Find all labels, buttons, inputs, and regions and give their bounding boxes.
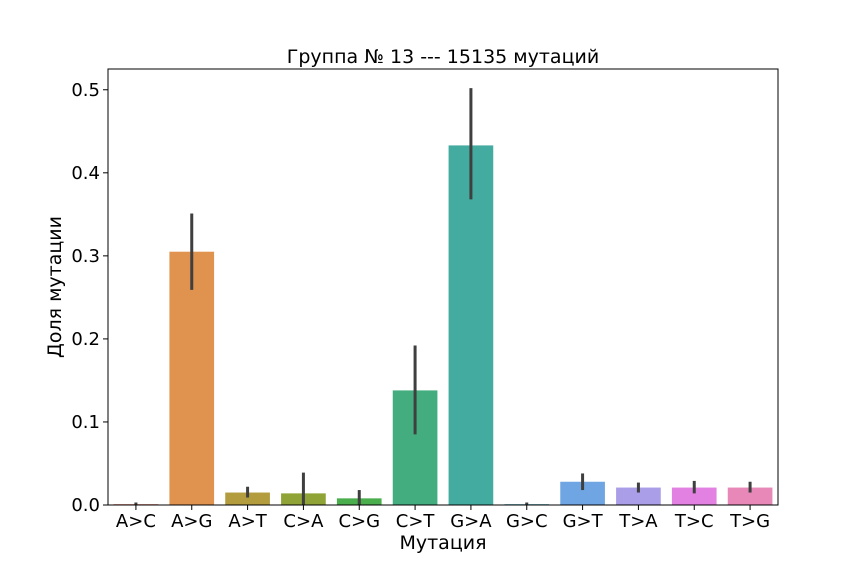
x-tick-label: C>T — [396, 511, 436, 532]
bar-A>G — [169, 251, 215, 505]
chart-title: Группа № 13 --- 15135 мутаций — [287, 46, 599, 68]
x-tick-label: G>A — [450, 511, 492, 532]
plot-area: A>C A>G A>T C>A C>G C>T G>A G>C G>T T>A T>C T>G 0.0 0… — [71, 68, 779, 532]
bar-A>T — [225, 492, 270, 505]
x-tick-label: C>G — [338, 511, 380, 532]
x-tick-label: T>A — [618, 511, 658, 532]
y-tick-label: 0.5 — [71, 80, 100, 101]
y-tick-label: 0.0 — [71, 495, 100, 516]
bar-G>T — [560, 481, 605, 505]
bar-T>C — [671, 487, 717, 505]
x-axis-label: Мутация — [399, 532, 486, 554]
x-tick-label: C>A — [283, 511, 324, 532]
y-tick-label: 0.1 — [71, 412, 100, 433]
y-tick-label: 0.2 — [71, 329, 100, 350]
plot-frame — [107, 68, 779, 506]
bar-T>G — [727, 487, 773, 505]
x-tick-label: A>G — [171, 511, 212, 532]
x-tick-label: A>C — [116, 511, 156, 532]
x-tick-label: T>G — [729, 511, 770, 532]
y-tick-label: 0.4 — [71, 163, 100, 184]
x-tick-label: G>T — [563, 511, 604, 532]
y-axis-label: Доля мутации — [44, 216, 66, 358]
y-tick-label: 0.3 — [71, 246, 100, 267]
x-tick-label: A>T — [228, 511, 267, 532]
x-tick-label: T>C — [674, 511, 714, 532]
x-tick-label: G>C — [506, 511, 548, 532]
bar-G>A — [448, 145, 494, 505]
bar-T>A — [616, 487, 661, 505]
